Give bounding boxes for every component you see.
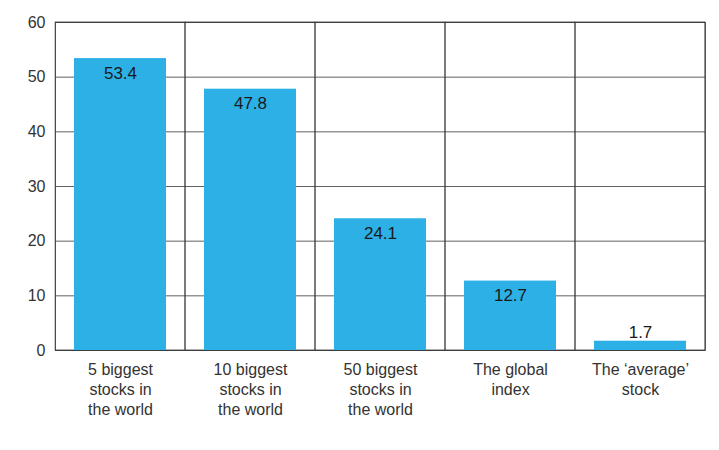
svg-text:0: 0 bbox=[37, 342, 46, 359]
svg-text:50 biggeststocks inthe world: 50 biggeststocks inthe world bbox=[344, 361, 418, 418]
svg-text:30: 30 bbox=[28, 178, 46, 195]
svg-text:20: 20 bbox=[28, 232, 46, 249]
svg-text:10: 10 bbox=[28, 287, 46, 304]
svg-text:The ‘average’stock: The ‘average’stock bbox=[592, 361, 689, 398]
svg-text:47.8: 47.8 bbox=[234, 94, 267, 113]
svg-text:1.7: 1.7 bbox=[629, 323, 653, 342]
svg-text:24.1: 24.1 bbox=[364, 224, 397, 243]
svg-text:50: 50 bbox=[28, 68, 46, 85]
svg-text:5 biggeststocks inthe world: 5 biggeststocks inthe world bbox=[88, 361, 153, 418]
svg-text:53.4: 53.4 bbox=[104, 64, 137, 83]
svg-text:10 biggeststocks inthe world: 10 biggeststocks inthe world bbox=[214, 361, 288, 418]
svg-text:40: 40 bbox=[28, 123, 46, 140]
svg-text:60: 60 bbox=[28, 14, 46, 31]
svg-text:The globalindex: The globalindex bbox=[473, 361, 548, 398]
svg-text:12.7: 12.7 bbox=[494, 286, 527, 305]
